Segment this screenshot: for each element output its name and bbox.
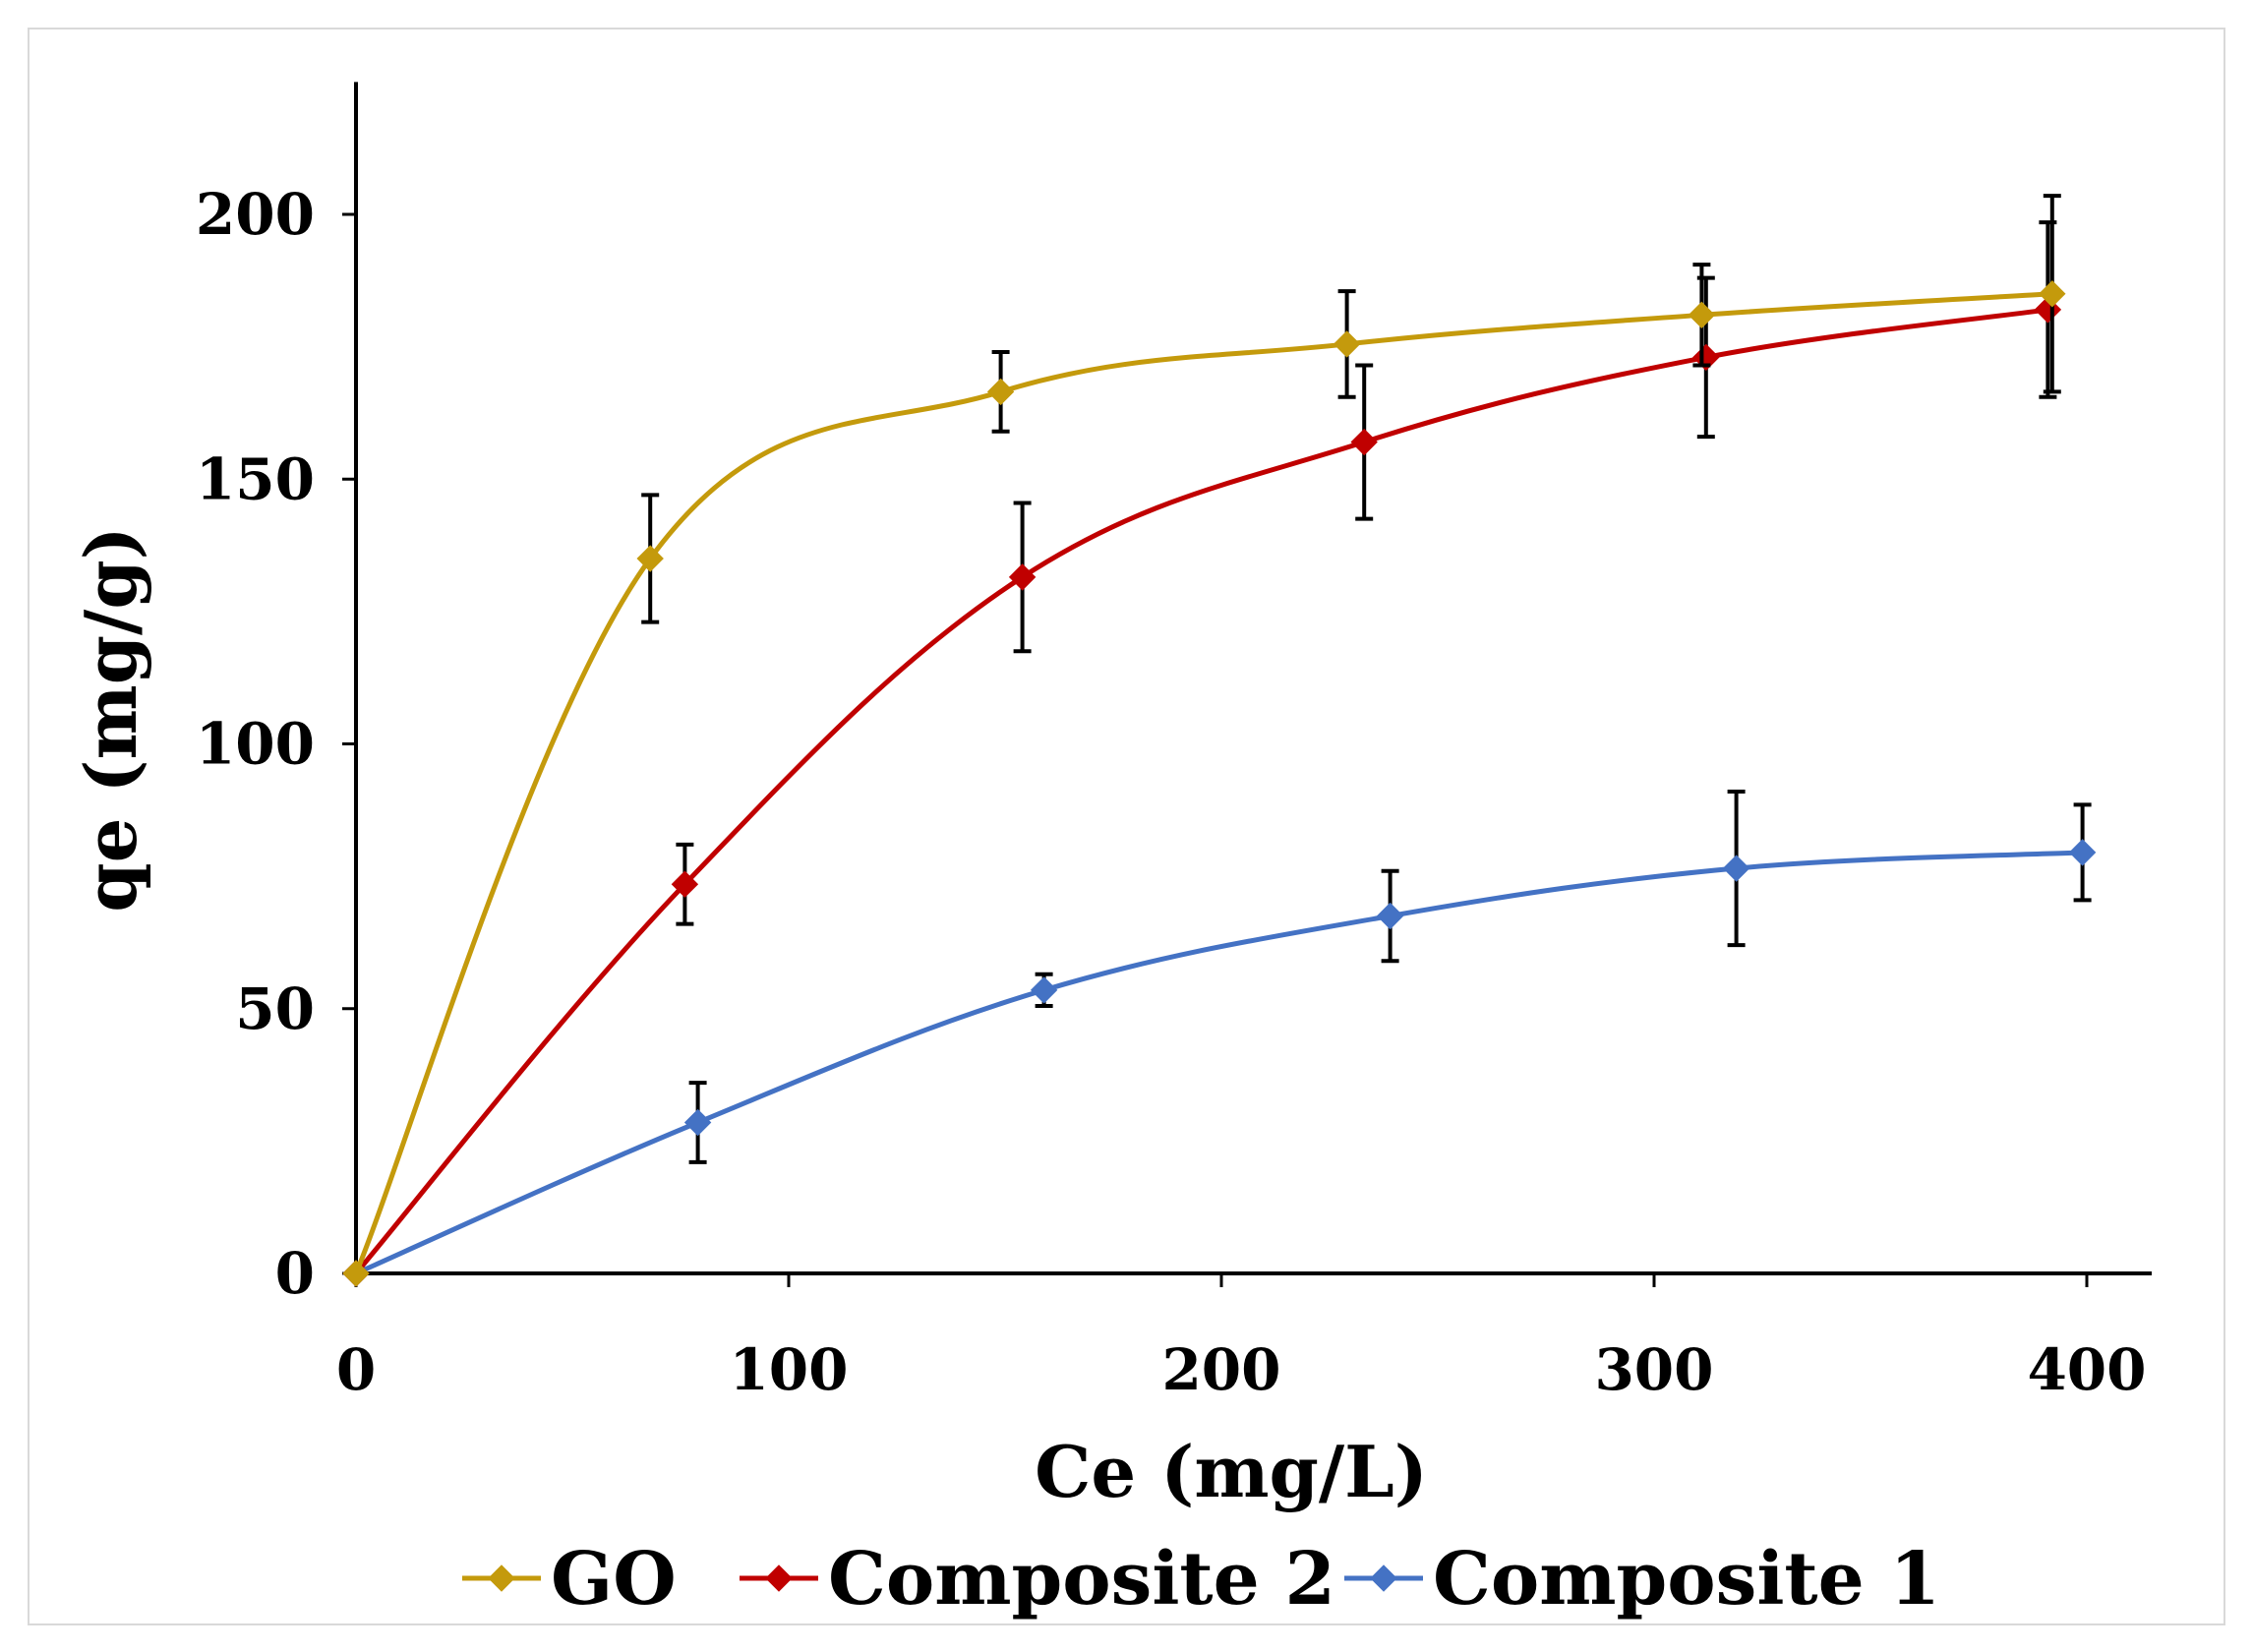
- data-point: [1722, 855, 1750, 882]
- data-point: [986, 378, 1015, 406]
- data-point: [342, 1260, 370, 1287]
- x-axis-title: Ce (mg/L): [1035, 1430, 1428, 1513]
- data-point: [2068, 839, 2097, 866]
- legend-marker: [1370, 1564, 1397, 1592]
- series-line: [353, 291, 2052, 1274]
- series-composite-2: [342, 220, 2062, 1287]
- axes: 0 100 200 300 400 0 50 100 150 200: [196, 82, 2152, 1403]
- legend-item: GO: [462, 1537, 677, 1622]
- data-point: [1333, 330, 1361, 358]
- data-point: [636, 545, 664, 572]
- y-ticks: 0 50 100 150 200: [196, 181, 356, 1307]
- series-go: [342, 194, 2066, 1287]
- x-tick-label: 400: [2027, 1336, 2146, 1403]
- legend-marker: [765, 1564, 793, 1592]
- y-tick-label: 0: [275, 1240, 315, 1307]
- x-tick-label: 0: [336, 1336, 376, 1403]
- y-tick-label: 50: [235, 975, 315, 1042]
- data-point: [683, 1108, 712, 1137]
- data-point: [1350, 428, 1378, 456]
- y-tick-label: 200: [196, 181, 315, 248]
- data-point: [1376, 902, 1404, 930]
- x-tick-label: 300: [1594, 1336, 1713, 1403]
- y-tick-label: 100: [196, 711, 315, 778]
- series-line: [354, 850, 2083, 1276]
- legend-item: Composite 1: [1344, 1537, 1940, 1622]
- data-point: [1008, 563, 1037, 591]
- legend: GO Composite 2 Composite 1: [462, 1537, 1940, 1622]
- x-ticks: 0 100 200 300 400: [336, 1273, 2147, 1403]
- y-axis-title: qe (mg/g): [69, 526, 152, 913]
- data-point: [2039, 280, 2066, 308]
- legend-label: Composite 1: [1433, 1537, 1940, 1622]
- legend-label: Composite 2: [828, 1537, 1335, 1622]
- x-tick-label: 100: [729, 1336, 848, 1403]
- plot-area: [342, 194, 2097, 1287]
- x-tick-label: 200: [1161, 1336, 1280, 1403]
- chart-frame: [28, 28, 2225, 1625]
- series-composite-1: [342, 789, 2097, 1287]
- y-tick-label: 150: [196, 445, 315, 512]
- data-point: [671, 870, 699, 898]
- legend-marker: [488, 1564, 515, 1592]
- legend-item: Composite 2: [740, 1537, 1335, 1622]
- data-point: [1688, 301, 1716, 329]
- data-point: [1030, 976, 1058, 1004]
- series-line: [354, 307, 2048, 1275]
- legend-label: GO: [551, 1537, 677, 1622]
